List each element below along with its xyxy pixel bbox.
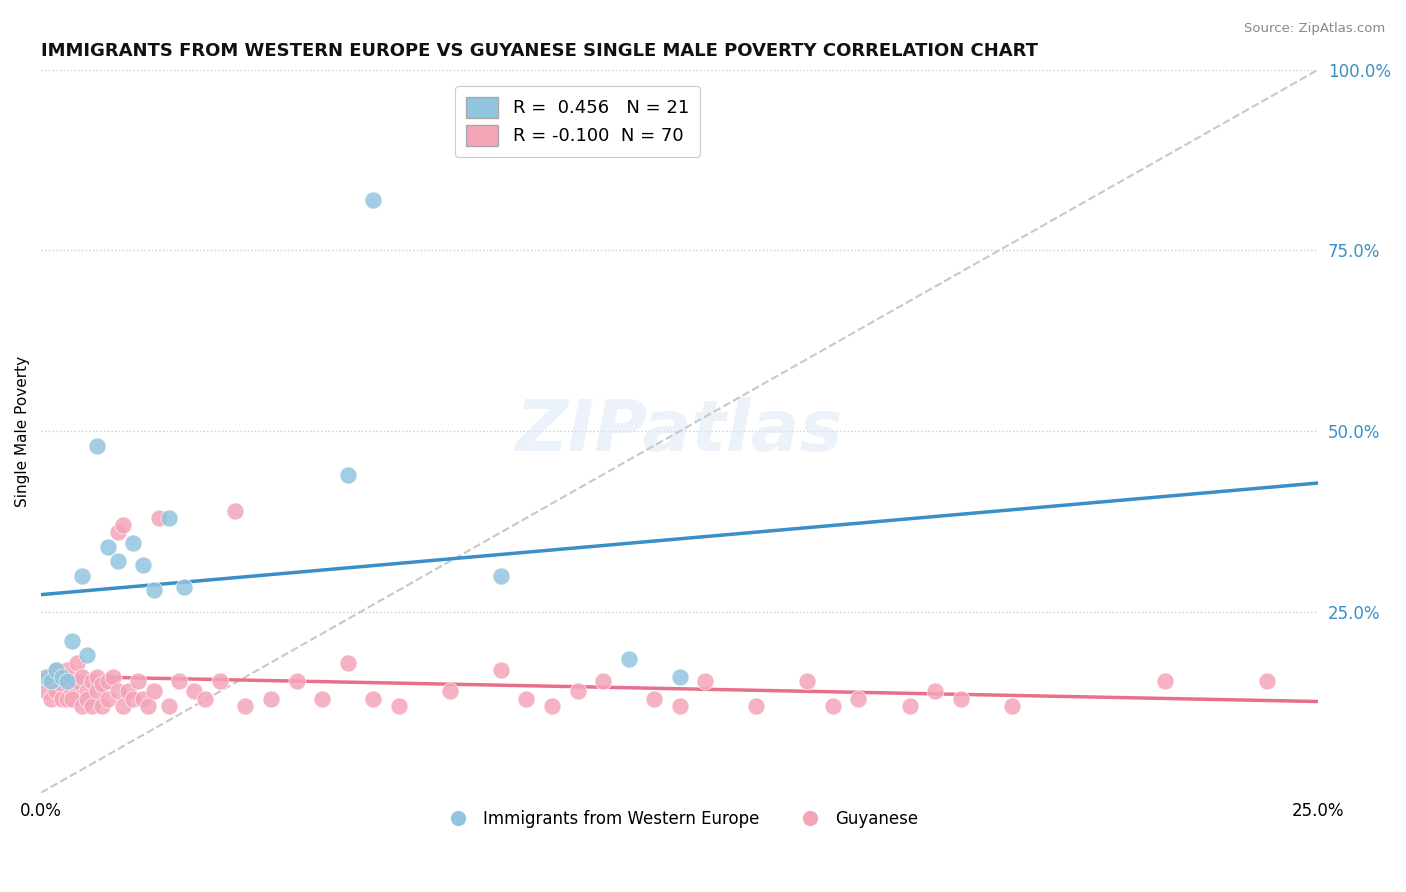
Point <box>617 652 640 666</box>
Point <box>96 540 118 554</box>
Text: IMMIGRANTS FROM WESTERN EUROPE VS GUYANESE SINGLE MALE POVERTY CORRELATION CHART: IMMIGRANTS FROM WESTERN EUROPE VS GUYANE… <box>41 42 1038 60</box>
Legend: Immigrants from Western Europe, Guyanese: Immigrants from Western Europe, Guyanese <box>434 804 924 835</box>
Point <box>848 691 870 706</box>
Point <box>183 684 205 698</box>
Point <box>70 568 93 582</box>
Point <box>173 580 195 594</box>
Point <box>695 673 717 688</box>
Point <box>167 673 190 688</box>
Point <box>86 670 108 684</box>
Point <box>70 670 93 684</box>
Point <box>60 684 83 698</box>
Point <box>821 698 844 713</box>
Point <box>107 554 129 568</box>
Point <box>66 656 89 670</box>
Point <box>745 698 768 713</box>
Point <box>51 691 73 706</box>
Text: ZIPatlas: ZIPatlas <box>516 397 844 466</box>
Point <box>796 673 818 688</box>
Point <box>194 691 217 706</box>
Point <box>111 698 134 713</box>
Point <box>235 698 257 713</box>
Point <box>55 691 77 706</box>
Point <box>51 670 73 684</box>
Point <box>668 698 690 713</box>
Point <box>41 670 63 684</box>
Point <box>515 691 537 706</box>
Point <box>76 648 98 663</box>
Point <box>107 525 129 540</box>
Point <box>35 670 58 684</box>
Point <box>55 670 77 684</box>
Point <box>111 518 134 533</box>
Point <box>45 663 67 677</box>
Point <box>924 684 946 698</box>
Point <box>224 504 246 518</box>
Point <box>260 691 283 706</box>
Point <box>489 663 512 677</box>
Point <box>157 511 180 525</box>
Point <box>86 439 108 453</box>
Point <box>55 673 77 688</box>
Point <box>311 691 333 706</box>
Point <box>142 684 165 698</box>
Point <box>949 691 972 706</box>
Point <box>898 698 921 713</box>
Point <box>60 691 83 706</box>
Point <box>1256 673 1278 688</box>
Point <box>668 670 690 684</box>
Point <box>208 673 231 688</box>
Point <box>82 673 104 688</box>
Point <box>35 684 58 698</box>
Point <box>361 691 384 706</box>
Point <box>82 698 104 713</box>
Point <box>91 677 114 691</box>
Y-axis label: Single Male Poverty: Single Male Poverty <box>15 356 30 507</box>
Point <box>643 691 665 706</box>
Point <box>1154 673 1177 688</box>
Point <box>122 691 145 706</box>
Point <box>157 698 180 713</box>
Point <box>132 691 155 706</box>
Point <box>132 558 155 572</box>
Point <box>439 684 461 698</box>
Point <box>1001 698 1024 713</box>
Point <box>541 698 564 713</box>
Text: Source: ZipAtlas.com: Source: ZipAtlas.com <box>1244 22 1385 36</box>
Point <box>45 663 67 677</box>
Point <box>51 677 73 691</box>
Point <box>76 684 98 698</box>
Point <box>336 656 359 670</box>
Point <box>96 691 118 706</box>
Point <box>489 568 512 582</box>
Point <box>91 698 114 713</box>
Point <box>285 673 308 688</box>
Point <box>138 698 160 713</box>
Point <box>101 670 124 684</box>
Point <box>86 684 108 698</box>
Point <box>60 633 83 648</box>
Point <box>592 673 614 688</box>
Point <box>142 583 165 598</box>
Point <box>45 684 67 698</box>
Point <box>567 684 589 698</box>
Point <box>122 536 145 550</box>
Point <box>148 511 170 525</box>
Point <box>96 673 118 688</box>
Point <box>361 193 384 207</box>
Point <box>41 691 63 706</box>
Point <box>66 673 89 688</box>
Point <box>41 673 63 688</box>
Point <box>117 684 139 698</box>
Point <box>70 698 93 713</box>
Point <box>107 684 129 698</box>
Point <box>336 467 359 482</box>
Point <box>388 698 411 713</box>
Point <box>127 673 149 688</box>
Point <box>55 663 77 677</box>
Point <box>76 691 98 706</box>
